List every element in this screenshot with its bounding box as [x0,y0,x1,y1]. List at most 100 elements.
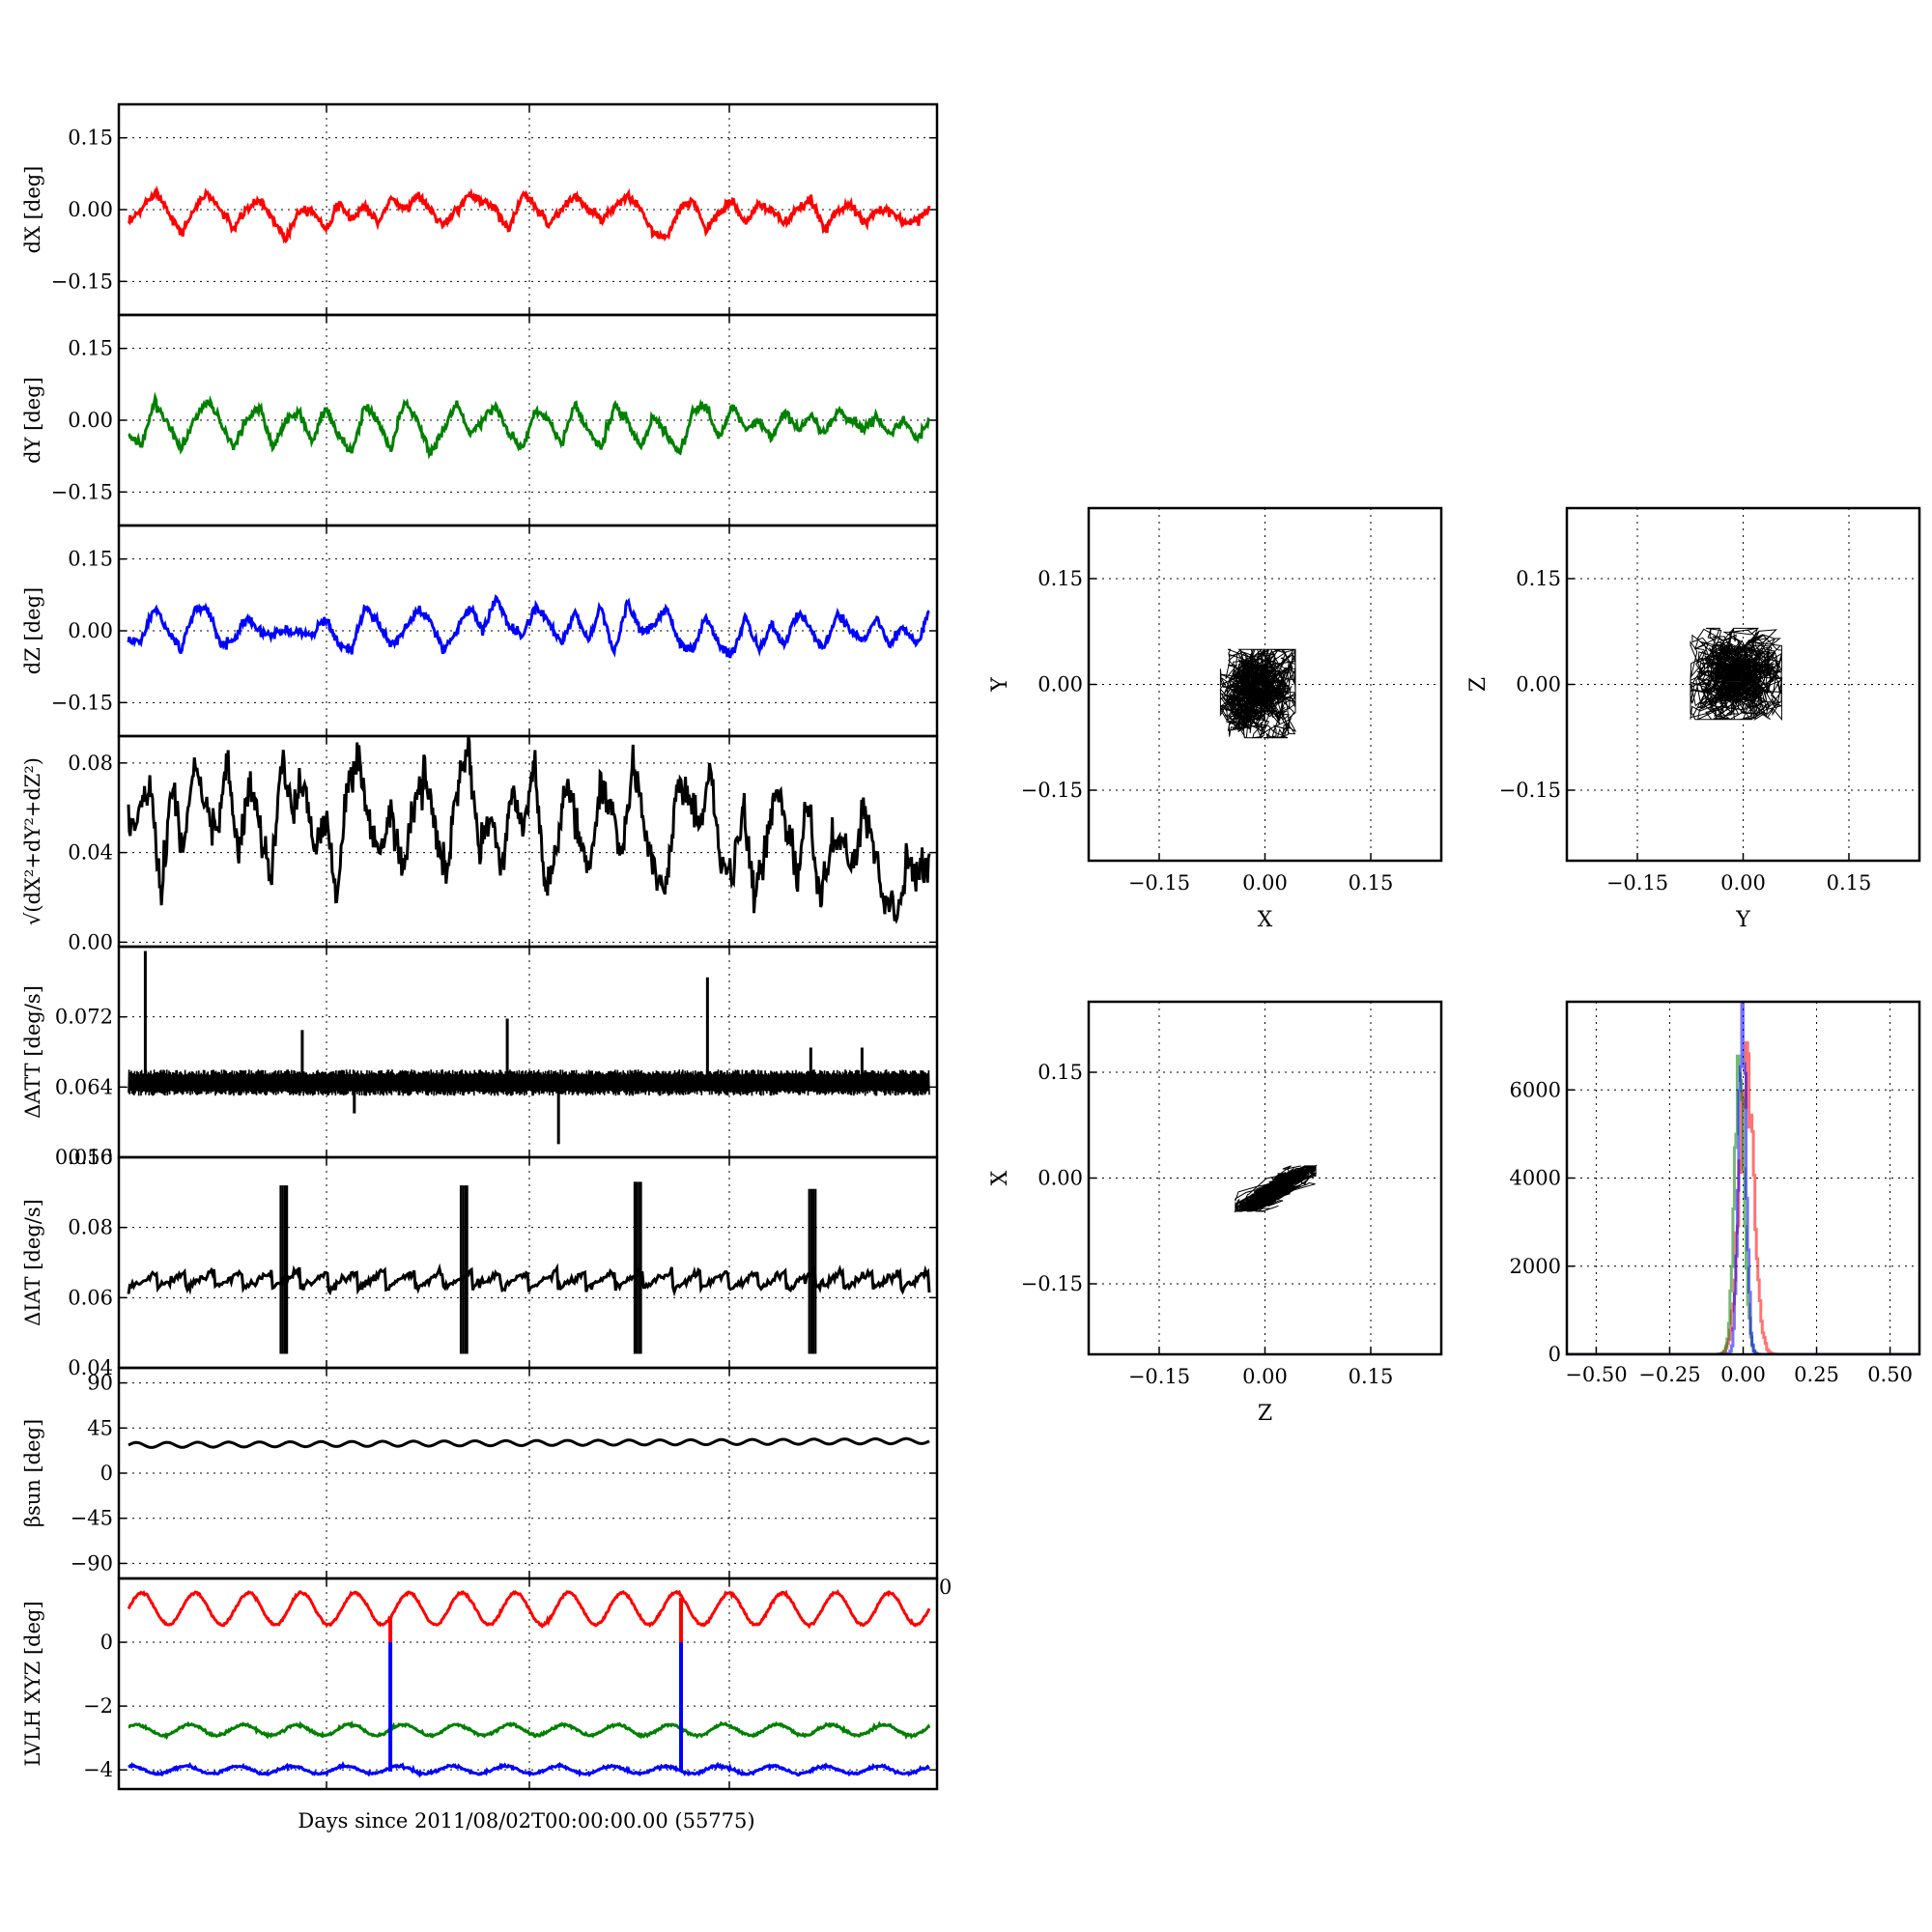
dIAT-ytick-label-3: 0.04 [68,1356,113,1379]
dR-series-line [127,736,931,924]
lvlh-ytick-label-1: −2 [83,1694,113,1718]
scatter-zx-frame [1087,1000,1443,1356]
lvlh-series-1 [128,1719,931,1741]
hist-ytick-label-3: 0 [1548,1343,1561,1366]
dIAT-ytick-label-0: 0.10 [68,1146,113,1169]
dIAT-ylabel: ΔIAT [deg/s] [21,1199,44,1326]
scatter-zx-xtick-label-0: −0.15 [1128,1365,1190,1388]
dR-ytick-label-2: 0.00 [68,930,113,953]
hist-ytick-label-0: 6000 [1510,1078,1561,1101]
panel-scatter-xy: −0.15 0.00 0.15 0.15 0.00 −0.15 X Y [988,506,1443,932]
dR-ytick-label-0: 0.08 [68,752,113,775]
panel-scatter-zx: −0.15 0.00 0.15 0.15 0.00 −0.15 Z X [988,1000,1443,1426]
scatter-zx-ytick-label-1: 0.00 [1037,1167,1083,1190]
dY-ytick-label-0: 0.15 [68,337,113,360]
hist-ytick-label-2: 2000 [1510,1255,1561,1278]
dIAT-ytick-label-2: 0.06 [68,1286,113,1309]
scatter-xy-ylabel: Y [988,677,1012,693]
scatter-yz-xtick-label-0: −0.15 [1606,871,1668,895]
scatter-yz-ylabel: Z [1466,677,1491,692]
dR-ylabel: √(dX²+dY²+dZ²) [21,757,44,925]
scatter-yz-ytick-label-2: −0.15 [1499,779,1561,802]
dIAT-data [127,1181,931,1354]
scatter-yz-ytick-label-1: 0.00 [1516,673,1561,696]
lvlh-series-0 [127,1588,931,1630]
dY-ylabel: dY [deg] [21,377,44,464]
lvlh-corner-label: 0 [939,1576,952,1599]
panel-dIAT: 0.10 0.08 0.06 0.04 ΔIAT [deg/s] [21,1146,939,1379]
dX-ytick-label-1: 0.00 [68,198,113,221]
dZ-ylabel: dZ [deg] [21,587,44,674]
hist-xtick-label-4: 0.50 [1867,1363,1913,1386]
scatter-xy-frame [1087,506,1443,863]
dZ-series-line [127,594,930,659]
panel-dZ: 0.15 0.00 −0.15 dZ [deg] [21,524,939,738]
panel-beta: 90 45 0 −45 −90 βsun [deg] [21,1366,939,1580]
scatter-xy-ytick-label-1: 0.00 [1037,673,1083,696]
dX-series-line [127,185,931,244]
dZ-ytick-label-2: −0.15 [51,691,113,714]
dY-ytick-label-1: 0.00 [68,409,113,432]
dX-ylabel: dX [deg] [21,166,44,254]
beta-ytick-label-1: 45 [87,1416,113,1439]
dATT-ylabel: ΔATT [deg/s] [21,985,44,1119]
scatter-yz-frame [1565,506,1921,863]
panel-scatter-yz: −0.15 0.00 0.15 0.15 0.00 −0.15 Y Z [1466,506,1921,932]
dY-ytick-label-2: −0.15 [51,480,113,503]
panel-dATT: 0.072 0.064 0.056 ΔATT [deg/s] [21,945,939,1169]
lvlh-ytick-label-2: −4 [83,1758,113,1781]
hist-ytick-label-1: 4000 [1510,1167,1561,1190]
scatter-zx-ytick-label-0: 0.15 [1037,1061,1083,1084]
scatter-zx-ylabel: X [988,1170,1012,1185]
scatter-zx-scatter-trace [1234,1164,1318,1213]
scatter-yz-xtick-label-1: 0.00 [1720,871,1766,895]
dX-data [127,185,931,244]
datt-band [128,1069,930,1096]
common-x-axis-label: Days since 2011/08/02T00:00:00.00 (55775… [298,1809,754,1833]
scatter-zx-xlabel: Z [1258,1402,1272,1426]
scatter-xy-xtick-label-0: −0.15 [1128,871,1190,895]
dR-ytick-label-1: 0.04 [68,841,113,865]
beta-ytick-label-0: 90 [87,1372,113,1395]
dIAT-ytick-label-1: 0.08 [68,1216,113,1239]
beta-line [128,1436,930,1449]
panel-dR: 0.08 0.04 0.00 √(dX²+dY²+dZ²) [21,734,939,953]
scatter-yz-xtick-label-2: 0.15 [1827,871,1872,895]
dX-ytick-label-0: 0.15 [68,127,113,150]
dZ-ytick-label-1: 0.00 [68,619,113,642]
scatter-xy-xlabel: X [1258,908,1273,932]
panel-histogram: −0.50 −0.25 0.00 0.25 0.50 6000 4000 2000 0 [1510,1000,1921,1386]
scatter-zx-ytick-label-2: −0.15 [1021,1272,1083,1295]
scatter-zx-xtick-label-1: 0.00 [1242,1365,1288,1388]
dY-data [128,391,930,460]
dZ-data [127,594,930,659]
dZ-ytick-label-0: 0.15 [68,548,113,571]
beta-ytick-label-3: −45 [71,1507,113,1530]
hist-data [1567,1002,1919,1354]
hist-xtick-label-3: 0.25 [1794,1363,1839,1386]
dY-series-line [128,391,930,460]
dATT-ytick-label-0: 0.072 [55,1006,113,1029]
hist-frame [1565,1000,1921,1356]
diat-line [127,1263,931,1297]
scatter-yz-xlabel: Y [1735,908,1750,932]
beta-data [128,1436,930,1449]
scatter-yz-scatter-trace [1690,627,1783,722]
lvlh-series-2 [128,1760,931,1778]
hist-series-2 [1567,1002,1919,1354]
lvlh-ytick-label-0: 0 [100,1631,113,1654]
lvlh-data [127,1588,931,1778]
dATT-frame [117,945,939,1159]
dATT-ytick-label-1: 0.064 [55,1075,113,1098]
panel-dX: 0.15 0.00 −0.15 dX [deg] [21,102,939,317]
beta-ytick-label-2: 0 [100,1462,113,1485]
hist-xtick-label-0: −0.50 [1565,1363,1627,1386]
dATT-data [128,951,930,1145]
beta-ytick-label-4: −90 [71,1551,113,1575]
scatter-xy-ytick-label-0: 0.15 [1037,567,1083,590]
beta-ylabel: βsun [deg] [21,1419,44,1527]
scatter-xy-scatter-trace [1219,647,1296,740]
dR-data [127,736,931,924]
scatter-xy-ytick-label-2: −0.15 [1021,779,1083,802]
plots-layer: 0.15 0.00 −0.15 dX [deg] 0.15 0.00 −0.15 dY [de… [21,102,1921,1791]
